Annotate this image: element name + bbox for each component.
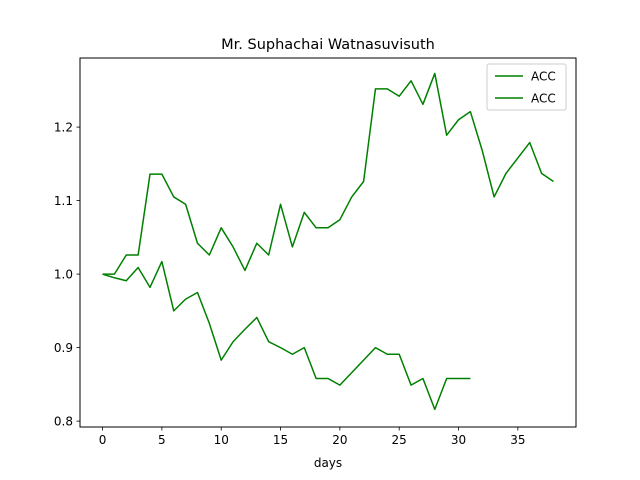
x-tick-label: 30: [451, 433, 466, 447]
y-axis: 0.8 0.9 1.0 1.1 1.2: [54, 121, 80, 429]
x-axis-label: days: [314, 456, 342, 470]
y-tick-label: 0.9: [54, 341, 73, 355]
x-tick-label: 20: [332, 433, 347, 447]
plot-frame: [79, 57, 577, 428]
legend: ACC ACC: [486, 63, 567, 111]
y-tick-label: 1.0: [54, 268, 73, 282]
x-tick-label: 35: [510, 433, 525, 447]
y-tick-label: 1.1: [54, 194, 73, 208]
series-line-1: [102, 72, 554, 275]
x-tick-label: 5: [158, 433, 166, 447]
legend-label: ACC: [531, 70, 556, 84]
chart-title: Mr. Suphachai Watnasuvisuth: [221, 37, 435, 53]
x-axis: 0 5 10 15 20 25 30 35: [99, 427, 525, 447]
series-layer: [102, 72, 554, 411]
x-tick-label: 25: [392, 433, 407, 447]
legend-label: ACC: [531, 92, 556, 106]
x-tick-label: 15: [273, 433, 288, 447]
x-tick-label: 10: [214, 433, 229, 447]
y-tick-label: 1.2: [54, 121, 73, 135]
y-tick-label: 0.8: [54, 415, 73, 429]
x-tick-label: 0: [99, 433, 107, 447]
series-line-2: [102, 260, 471, 411]
